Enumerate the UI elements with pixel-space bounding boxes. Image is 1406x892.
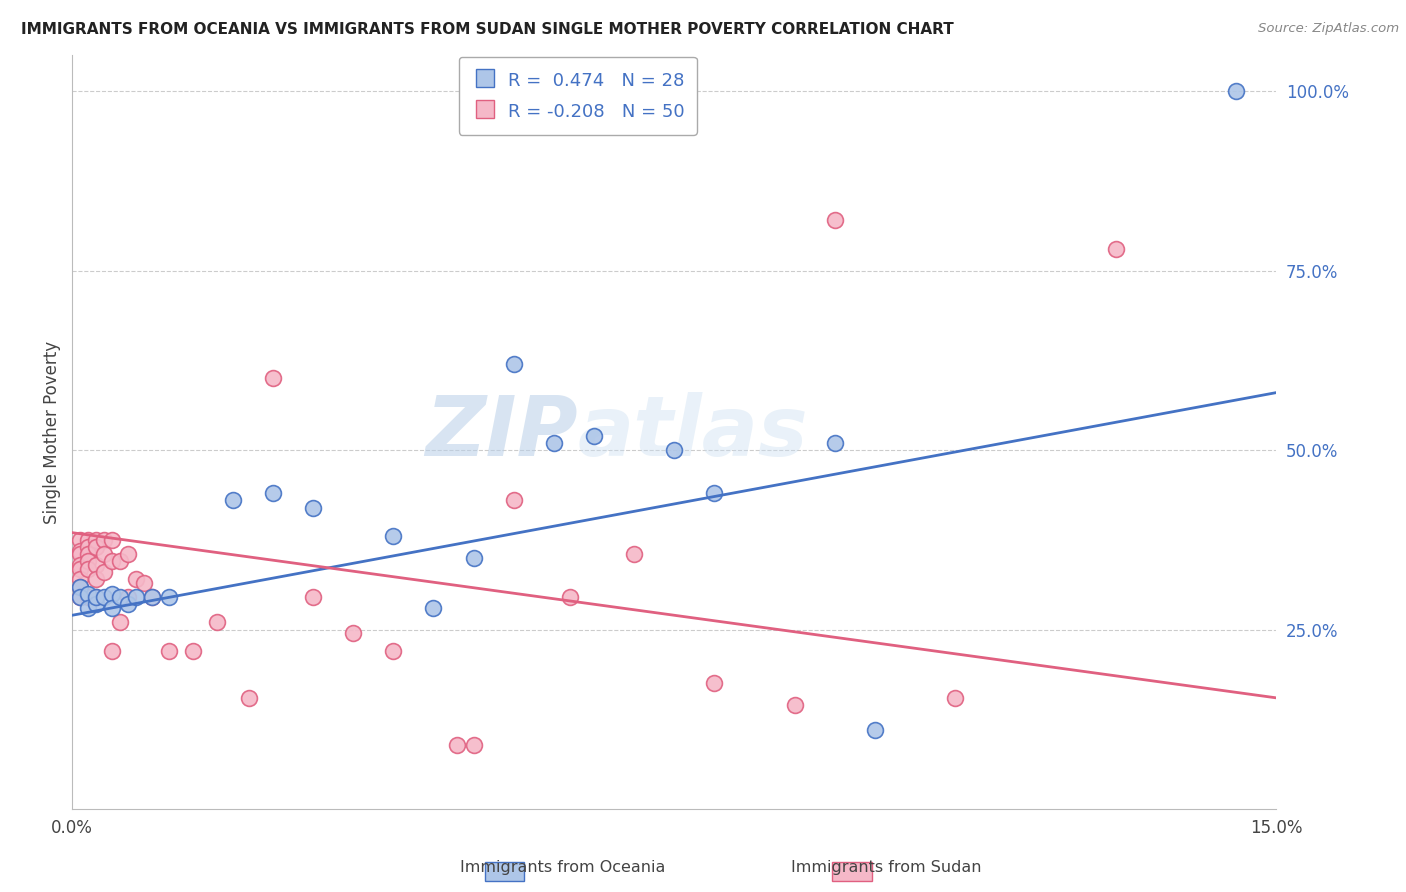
Point [157, 591, 180, 605]
Point [101, 554, 124, 568]
Point [703, 486, 725, 500]
Point [262, 371, 284, 385]
Point [77, 587, 100, 601]
Point [302, 500, 325, 515]
Point [502, 357, 524, 371]
Point [93, 565, 115, 579]
Point [69, 543, 91, 558]
Point [110, 615, 132, 630]
Point [943, 690, 966, 705]
Text: IMMIGRANTS FROM OCEANIA VS IMMIGRANTS FROM SUDAN SINGLE MOTHER POVERTY CORRELATI: IMMIGRANTS FROM OCEANIA VS IMMIGRANTS FR… [21, 22, 953, 37]
Point [141, 591, 163, 605]
Point [69, 591, 91, 605]
Legend: R =  0.474   N = 28, R = -0.208   N = 50: R = 0.474 N = 28, R = -0.208 N = 50 [458, 56, 697, 135]
Point [125, 591, 148, 605]
Point [110, 554, 132, 568]
Point [824, 436, 846, 450]
Point [84, 533, 107, 547]
Point [69, 580, 91, 594]
Point [117, 591, 139, 605]
Point [69, 558, 91, 572]
Point [77, 533, 100, 547]
Point [1225, 84, 1247, 98]
Point [382, 529, 405, 543]
Point [69, 533, 91, 547]
Point [558, 591, 581, 605]
Point [134, 576, 156, 591]
Point [84, 540, 107, 554]
Point [93, 547, 115, 561]
Point [69, 591, 91, 605]
Point [783, 698, 806, 712]
Point [543, 436, 565, 450]
Text: ZIP: ZIP [425, 392, 578, 473]
Point [93, 533, 115, 547]
Point [1104, 242, 1126, 256]
Point [422, 601, 444, 615]
Point [342, 626, 364, 640]
Point [84, 558, 107, 572]
Point [181, 644, 204, 658]
Point [302, 591, 325, 605]
Point [662, 443, 685, 458]
Point [623, 547, 645, 561]
Point [77, 561, 100, 575]
Point [69, 547, 91, 561]
Point [101, 587, 124, 601]
Point [238, 690, 260, 705]
Point [110, 591, 132, 605]
Text: Immigrants from Oceania: Immigrants from Oceania [460, 861, 665, 875]
Point [84, 591, 107, 605]
Point [77, 591, 100, 605]
Point [84, 572, 107, 586]
Point [77, 601, 100, 615]
Point [117, 598, 139, 612]
Point [463, 550, 485, 565]
Point [93, 591, 115, 605]
Point [77, 547, 100, 561]
Y-axis label: Single Mother Poverty: Single Mother Poverty [44, 341, 60, 524]
Point [382, 644, 405, 658]
Point [69, 561, 91, 575]
Text: Immigrants from Sudan: Immigrants from Sudan [790, 861, 981, 875]
Point [863, 723, 886, 738]
Point [582, 428, 605, 442]
Point [141, 591, 163, 605]
Point [77, 554, 100, 568]
Text: atlas: atlas [578, 392, 808, 473]
Point [69, 580, 91, 594]
Point [446, 738, 468, 752]
Point [101, 601, 124, 615]
Point [703, 676, 725, 690]
Point [125, 572, 148, 586]
Point [101, 644, 124, 658]
Point [222, 493, 245, 508]
Point [463, 738, 485, 752]
Point [502, 493, 524, 508]
Point [77, 540, 100, 554]
Text: Source: ZipAtlas.com: Source: ZipAtlas.com [1258, 22, 1399, 36]
Point [84, 598, 107, 612]
Point [101, 533, 124, 547]
Point [824, 213, 846, 227]
Point [69, 572, 91, 586]
Point [262, 486, 284, 500]
Point [157, 644, 180, 658]
Point [117, 547, 139, 561]
Point [205, 615, 228, 630]
Point [84, 591, 107, 605]
